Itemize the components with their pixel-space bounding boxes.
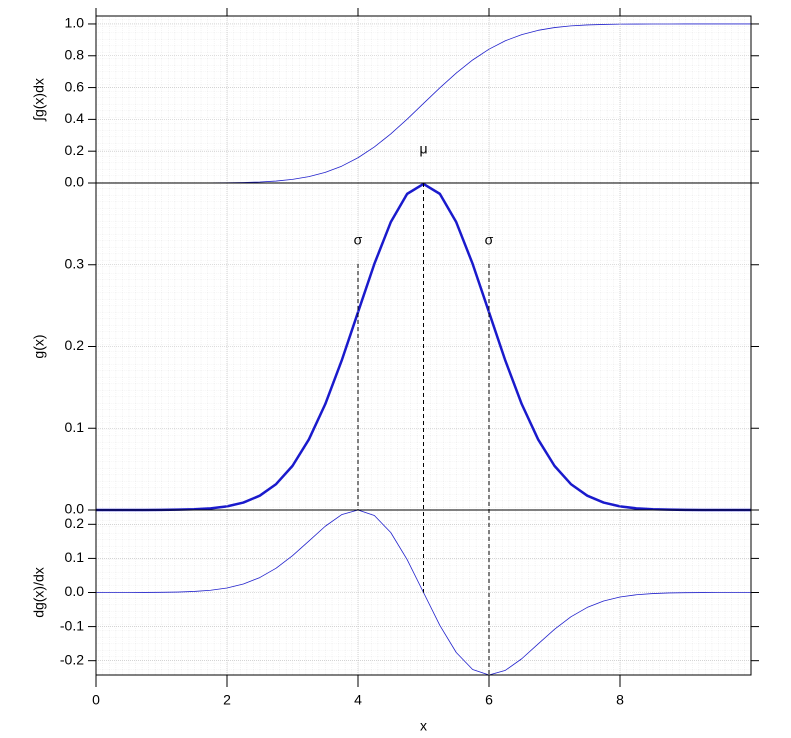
y-axis-label: ∫g(x)dx [31,78,47,122]
annotation: σ [485,232,494,248]
y-tick-label: 0.4 [65,110,85,126]
x-tick-label: 2 [223,692,231,708]
x-tick-label: 4 [354,692,362,708]
y-tick-label: 0.0 [65,174,85,190]
y-axis-label: dg(x)/dx [31,567,47,618]
y-tick-label: 0.2 [65,337,85,353]
x-tick-label: 8 [616,692,624,708]
y-tick-label: 0.2 [65,142,85,158]
y-tick-label: 0.2 [65,515,85,531]
y-tick-label: 0.0 [65,501,85,517]
y-tick-label: -0.2 [60,651,84,667]
y-tick-label: 1.0 [65,15,85,31]
annotation: μ [419,141,427,157]
y-tick-label: 0.1 [65,549,85,565]
y-tick-label: 0.6 [65,78,85,94]
plot-frame [95,509,752,676]
y-tick-label: -0.1 [60,617,84,633]
x-tick-label: 6 [485,692,493,708]
y-tick-label: 0.1 [65,419,85,435]
y-tick-label: 0.8 [65,46,85,62]
annotation: σ [354,232,363,248]
y-tick-label: 0.3 [65,255,85,271]
x-tick-label: 0 [92,692,100,708]
x-axis-label: x [420,718,427,734]
y-axis-label: g(x) [31,334,47,358]
y-tick-label: 0.0 [65,583,85,599]
